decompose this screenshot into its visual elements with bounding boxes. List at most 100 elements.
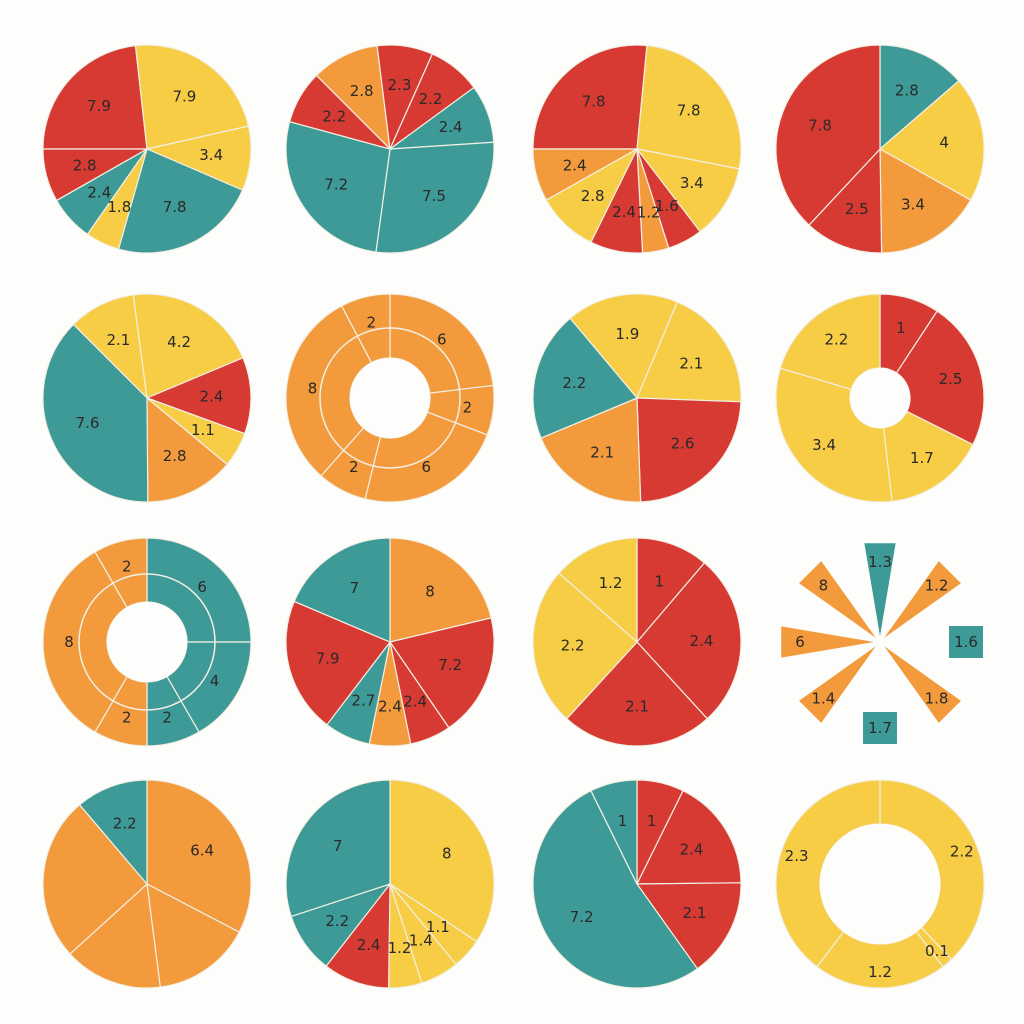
slice-label: 2.8 <box>895 81 919 99</box>
radial-wedge <box>799 561 876 638</box>
slice-label: 1.6 <box>655 197 679 215</box>
slice-label: 2.4 <box>612 203 636 221</box>
slice-label: 1.1 <box>426 918 450 936</box>
pie-slice <box>635 148 740 233</box>
slice-label: 1.1 <box>191 421 215 439</box>
radial-label: 1.7 <box>868 719 892 737</box>
slice-label: 2.3 <box>785 847 809 865</box>
slice-label: 4 <box>210 672 220 690</box>
slice-label: 2.7 <box>351 692 375 710</box>
pie-slice <box>808 147 883 254</box>
pie-slice <box>879 44 960 151</box>
pie-slice <box>42 44 148 150</box>
radial-wedge <box>884 561 961 638</box>
pie-slice <box>636 397 742 503</box>
slice-label: 2.4 <box>403 692 427 710</box>
slice-label: 1.4 <box>409 932 433 950</box>
pie-slice <box>42 148 150 202</box>
slice-label: 2.3 <box>388 76 412 94</box>
pie-slice <box>590 779 638 885</box>
radial-wedge <box>884 646 961 723</box>
slice-label: 6.4 <box>190 842 214 860</box>
pie-slice <box>636 562 742 720</box>
pie-slice <box>146 396 228 503</box>
slice-label: 3.4 <box>812 436 836 454</box>
slice-label: 1.8 <box>107 198 131 216</box>
slice-label: 8 <box>442 845 452 863</box>
pie-slice <box>879 147 972 254</box>
slice-label: 7 <box>333 837 343 855</box>
slice-label: 8 <box>64 633 74 651</box>
ring-line <box>319 327 461 469</box>
radial-wedge <box>799 646 876 723</box>
chart-1: 7.9 7.9 3.4 7.8 1.82.4 2.8 <box>42 44 252 254</box>
slice-label: 8 <box>425 582 435 600</box>
pie-slice <box>42 803 148 955</box>
slice-label: 1 <box>896 319 906 337</box>
slice-label: 2.4 <box>563 156 587 174</box>
radial-label: 6 <box>795 633 805 651</box>
pie-slice <box>69 882 161 989</box>
slice-label: 2 <box>122 558 132 576</box>
pie-slice <box>117 148 244 254</box>
slice-label: 2.5 <box>939 370 963 388</box>
pie-slice <box>146 882 241 988</box>
pie-slice <box>532 317 638 439</box>
slice-label: 2.4 <box>690 632 714 650</box>
slice-label: 8 <box>308 380 318 398</box>
slice-label: 6 <box>437 331 447 349</box>
slice-label: 2.4 <box>200 387 224 405</box>
slice-label: 1.2 <box>868 963 892 981</box>
pie-slice <box>558 537 638 644</box>
slice-label: 6 <box>421 458 431 476</box>
pie-slice <box>145 357 252 435</box>
slice-label: 7.9 <box>316 650 340 668</box>
slice-label: 2.2 <box>113 814 137 832</box>
chart-13: 6.4 2.2 <box>42 779 252 989</box>
slice-label: 6 <box>197 578 207 596</box>
slice-label: 1.2 <box>388 939 412 957</box>
chart-10: 87.22.42.42.77.97 <box>285 537 495 747</box>
ring-line <box>78 573 216 711</box>
slice-label: 2.2 <box>950 842 974 860</box>
slice-label: 1.7 <box>910 449 934 467</box>
slice-label: 7.2 <box>324 176 348 194</box>
chart-4: 2.8 4 3.4 2.5 7.8 <box>775 44 985 254</box>
pie-slice <box>532 789 699 989</box>
slice-label: 1.9 <box>615 325 639 343</box>
pie-slice <box>540 397 642 503</box>
slice-label: 2.4 <box>87 183 111 201</box>
pie-slice <box>285 779 391 918</box>
pie-slice <box>288 74 393 151</box>
slice-label: 2.2 <box>322 108 346 126</box>
slice-label: 1.2 <box>637 203 661 221</box>
slice-label: 7.8 <box>677 101 701 119</box>
pie-slice <box>565 641 709 747</box>
pie-slice <box>636 44 742 170</box>
pie-slice <box>635 882 742 970</box>
chart-9: 6 4 2 2 8 2 <box>42 537 252 747</box>
chart-2: 2.8 2.3 2.2 2.4 7.5 7.2 2.2 <box>285 44 495 254</box>
slice-label: 2.4 <box>439 118 463 136</box>
slice-label: 2.1 <box>683 904 707 922</box>
pie-slice <box>78 779 148 886</box>
pie-slice <box>532 572 638 720</box>
radial-label: 1.3 <box>868 553 892 571</box>
slice-label: 2.2 <box>562 374 586 392</box>
slice-label: 2.5 <box>845 200 869 218</box>
pie-slice <box>569 293 679 400</box>
slice-label: 2.4 <box>680 841 704 859</box>
pie-slice <box>285 600 391 726</box>
slice-label: 2.8 <box>73 156 97 174</box>
radial-label: 1.2 <box>925 576 949 594</box>
slice-label: 7 <box>350 579 360 597</box>
pie-slice <box>134 44 250 150</box>
pie-slice <box>42 323 149 503</box>
radial-square <box>949 626 983 658</box>
pie-slice <box>293 537 391 643</box>
chart-16: 2.2 0.1 1.2 2.3 <box>775 779 985 989</box>
donut-hole <box>350 358 430 438</box>
slice-label: 2 <box>122 708 132 726</box>
slice-label: 3.4 <box>680 174 704 192</box>
